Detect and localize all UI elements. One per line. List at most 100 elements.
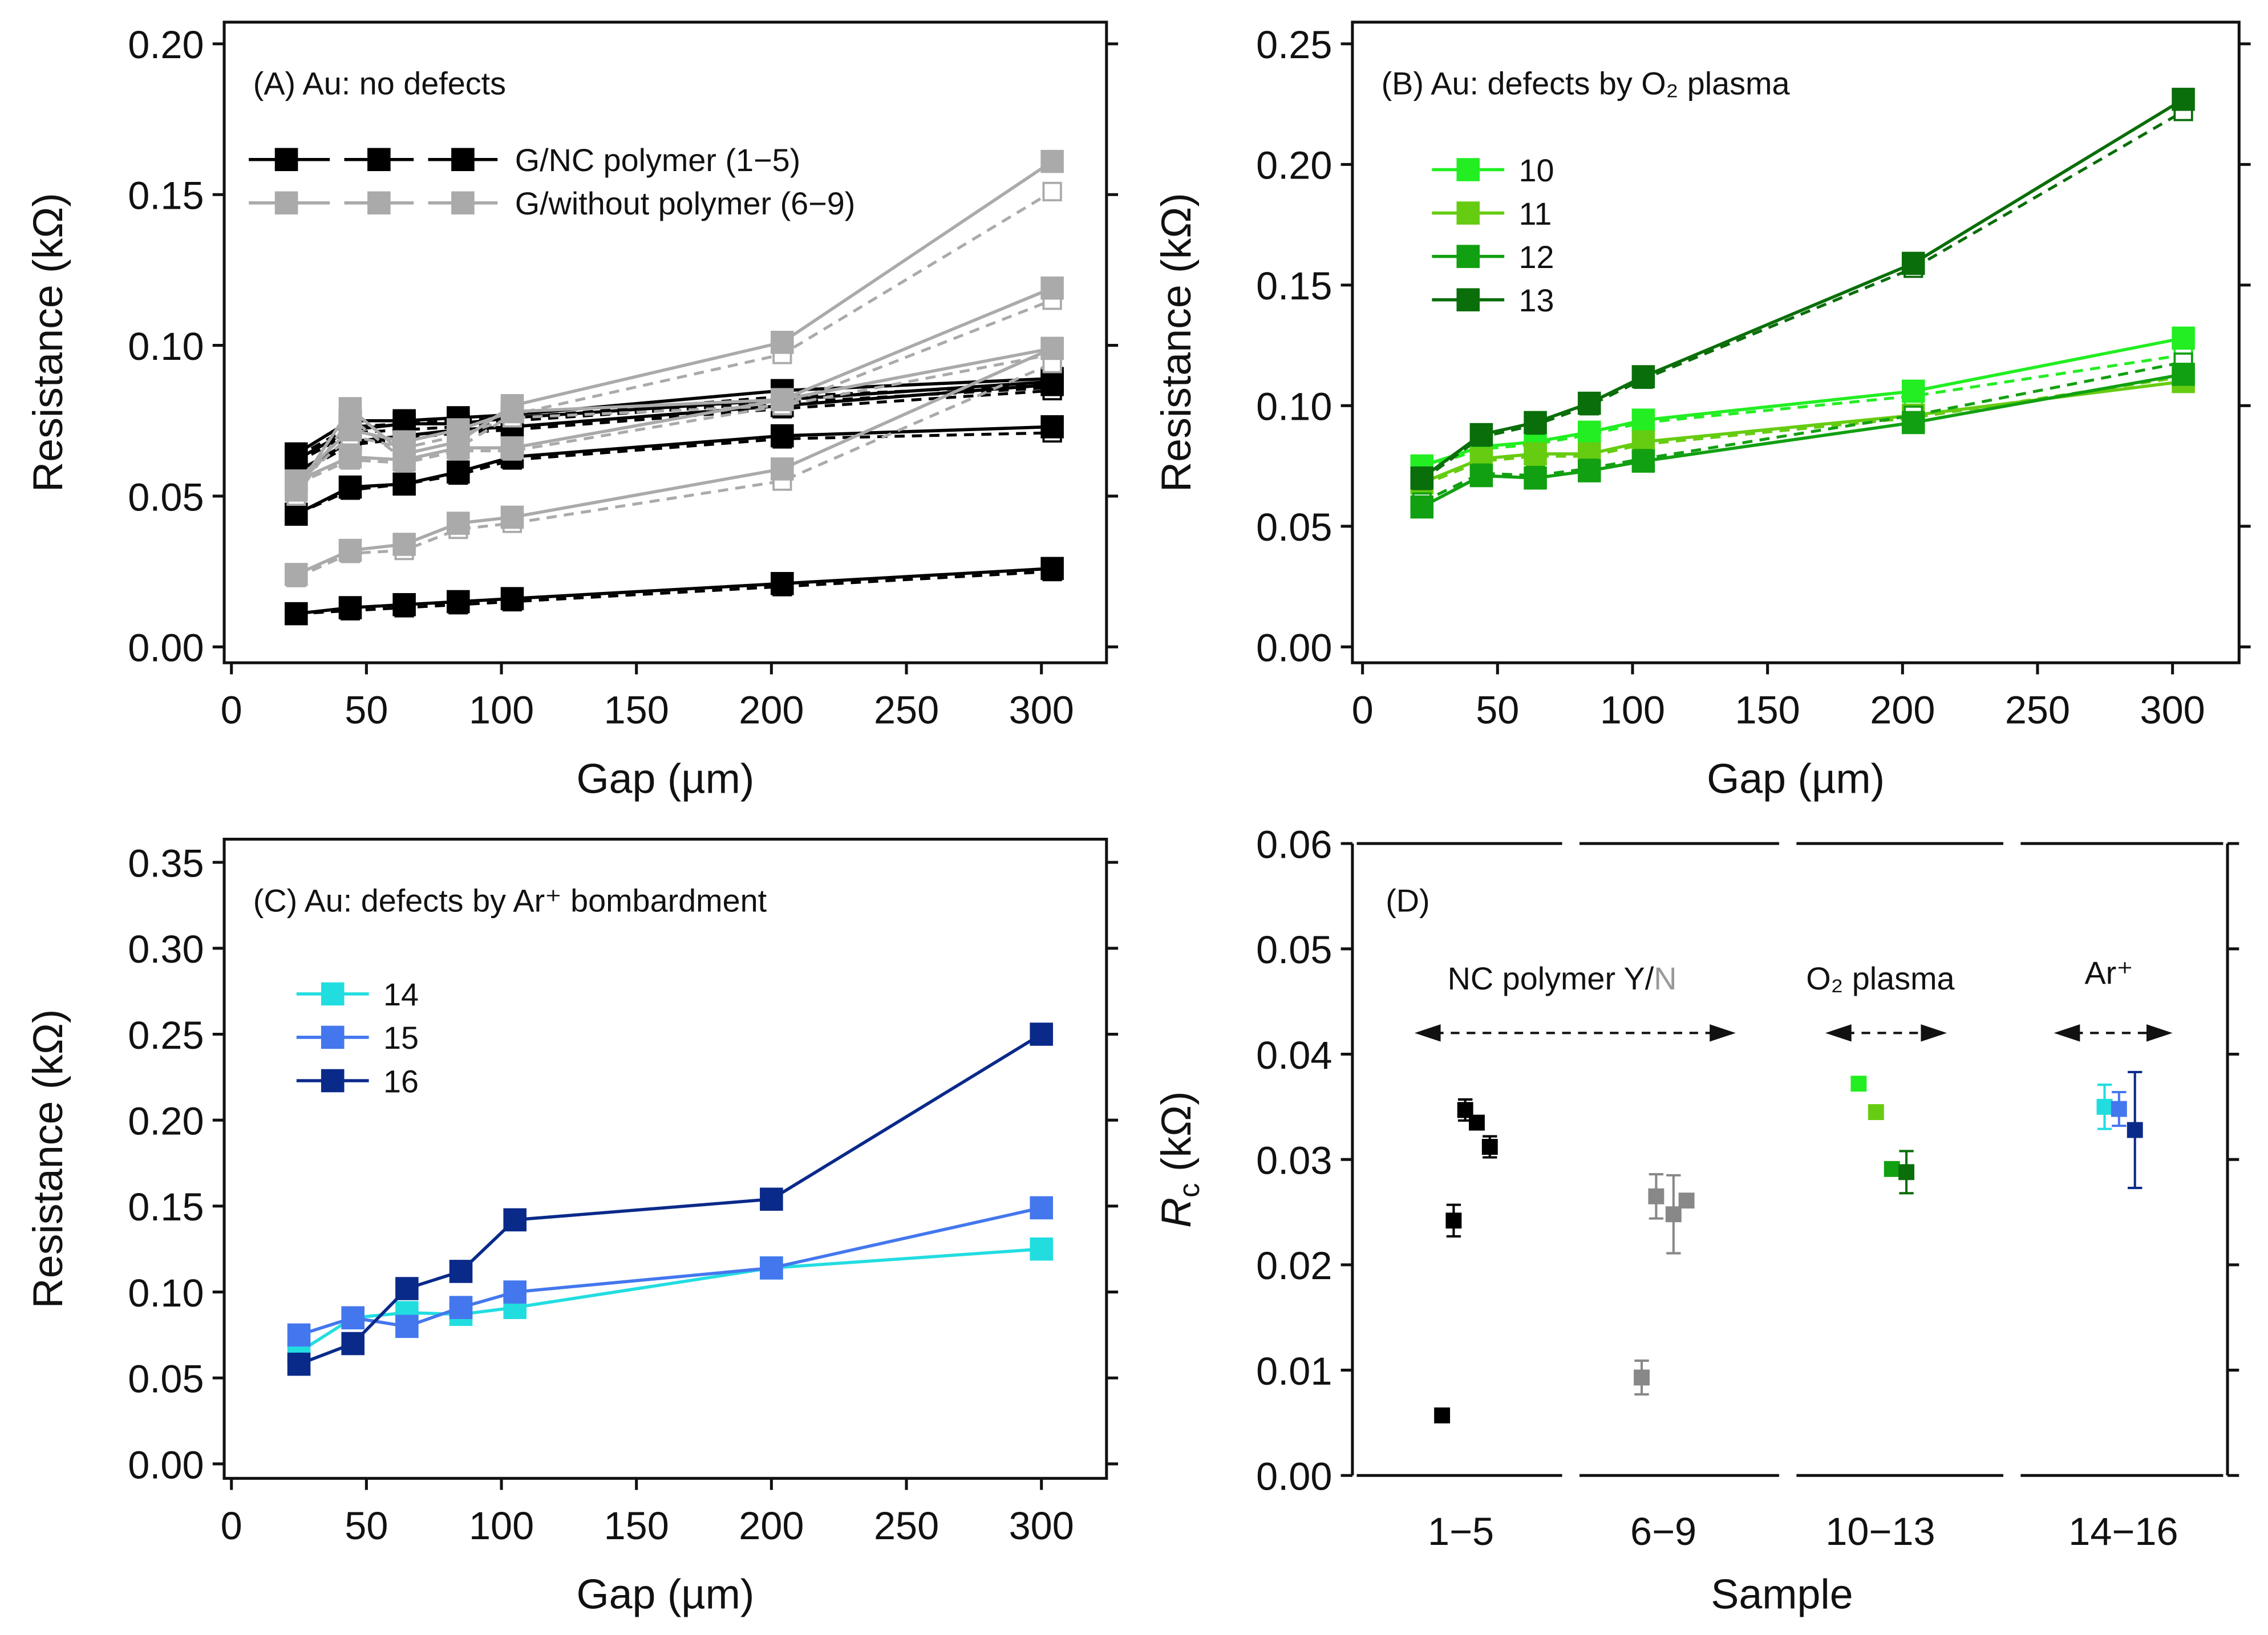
y-tick-label: 0.05 — [128, 1357, 204, 1401]
legend-marker — [1456, 245, 1480, 268]
legend-label: 10 — [1519, 153, 1554, 188]
y-tick-label: 0.20 — [128, 1100, 204, 1143]
y-axis-label: Resistance (kΩ) — [24, 193, 71, 492]
data-point — [1898, 1164, 1915, 1180]
x-tick-label: 100 — [469, 688, 534, 732]
legend-entry: 16 — [296, 1064, 419, 1099]
sample-10 — [1850, 1076, 1867, 1092]
x-tick-label: 300 — [1009, 1504, 1074, 1548]
x-axis-label: Gap (µm) — [576, 754, 754, 802]
data-point — [1040, 557, 1064, 581]
data-point — [1665, 1206, 1682, 1223]
data-point — [1850, 1076, 1867, 1092]
data-point — [1901, 379, 1925, 403]
legend-entry: 10 — [1432, 153, 1554, 188]
arrow-head-left — [1414, 1024, 1441, 1042]
y-tick-label: 0.10 — [1256, 385, 1332, 429]
data-point — [338, 397, 362, 420]
data-point — [285, 502, 308, 526]
data-point — [500, 400, 524, 424]
data-point — [1901, 251, 1925, 275]
data-point — [1631, 408, 1655, 432]
data-point — [2172, 363, 2195, 386]
panel-B: 0 50 100 150 200 250 300 0.00 0.05 0.10 0.15 0.20 0.… — [1152, 21, 2251, 802]
open-marker — [1042, 181, 1062, 202]
x-axis-label: Gap (µm) — [1707, 754, 1885, 802]
x-tick-label: 200 — [1870, 688, 1935, 732]
legend-marker — [1456, 288, 1480, 311]
x-tick-label: 150 — [604, 1504, 669, 1548]
y-axis-label: Rc (kΩ) — [1152, 1091, 1205, 1228]
series-8 — [285, 336, 1064, 494]
ylabel-sub: c — [1173, 1183, 1205, 1198]
x-tick-label: 250 — [2005, 688, 2070, 732]
sample-2 — [1445, 1203, 1462, 1238]
series-14 — [287, 1237, 1053, 1364]
data-point — [771, 424, 794, 448]
y-tick-label: 0.30 — [128, 927, 204, 971]
legend-label: 12 — [1519, 240, 1554, 275]
legend-label: 11 — [1519, 196, 1552, 232]
data-point — [1901, 411, 1925, 435]
double-arrow — [1414, 1024, 1736, 1042]
data-point — [2127, 1122, 2143, 1138]
data-point — [341, 1332, 364, 1356]
x-tick-label: 250 — [874, 688, 939, 732]
data-point — [771, 457, 794, 481]
legend-label: 14 — [383, 977, 419, 1012]
legend-entry: 13 — [1432, 283, 1554, 318]
data-point — [760, 1187, 783, 1211]
data-point — [449, 1296, 473, 1319]
x-tick-label: 300 — [1009, 688, 1074, 732]
data-point — [287, 1323, 311, 1347]
legend-marker — [321, 1025, 345, 1049]
data-point — [1469, 423, 1493, 447]
data-point — [338, 418, 362, 441]
data-point — [338, 538, 362, 562]
data-point — [287, 1352, 311, 1376]
data-point — [1410, 466, 1434, 490]
panel-A: 0 50 100 150 200 250 300 0.00 0.05 0.10 0.15 0.20 Ga… — [24, 21, 1119, 802]
data-point — [341, 1306, 364, 1330]
sample-1 — [1434, 1407, 1451, 1423]
panel-title: (D) — [1386, 883, 1429, 918]
y-tick-label: 0.20 — [1256, 144, 1332, 188]
x-tick-label: 50 — [345, 1504, 388, 1548]
legend-label: 13 — [1519, 283, 1554, 318]
data-point — [395, 1315, 419, 1338]
data-point — [1577, 459, 1601, 482]
data-point — [1868, 1104, 1884, 1121]
data-point — [500, 587, 524, 610]
legend-marker — [274, 148, 298, 172]
series-5 — [285, 557, 1064, 626]
sample-6 — [1634, 1359, 1650, 1396]
data-point — [395, 1277, 419, 1300]
data-point — [503, 1280, 526, 1304]
data-point — [1040, 373, 1064, 396]
axes-frame — [1351, 21, 2241, 664]
annotation-nc-polymer: NC polymer Y/N — [1448, 961, 1677, 996]
data-point — [338, 475, 362, 499]
data-point — [1884, 1161, 1900, 1177]
double-arrow — [2054, 1024, 2173, 1042]
data-point — [392, 472, 416, 496]
axes-frame — [222, 21, 1108, 664]
data-point — [760, 1256, 783, 1280]
panel-D: 0.00 0.01 0.02 0.03 0.04 0.05 0.06 1−5 6−9 10−13 1… — [1152, 822, 2239, 1618]
legend-entry: 14 — [296, 977, 419, 1012]
legend-marker — [321, 1069, 345, 1093]
y-tick-label: 0.15 — [128, 174, 204, 218]
data-point — [771, 571, 794, 595]
data-point — [2172, 326, 2195, 350]
data-point — [1577, 420, 1601, 444]
legend-label: G/NC polymer (1−5) — [515, 143, 800, 178]
data-point — [285, 469, 308, 493]
arrow-head-left — [2054, 1024, 2080, 1042]
data-point — [449, 1260, 473, 1283]
series-12 — [1410, 352, 2195, 519]
sample-11 — [1868, 1104, 1884, 1121]
data-point — [771, 388, 794, 412]
data-point — [1445, 1212, 1462, 1229]
data-point — [1434, 1407, 1451, 1423]
